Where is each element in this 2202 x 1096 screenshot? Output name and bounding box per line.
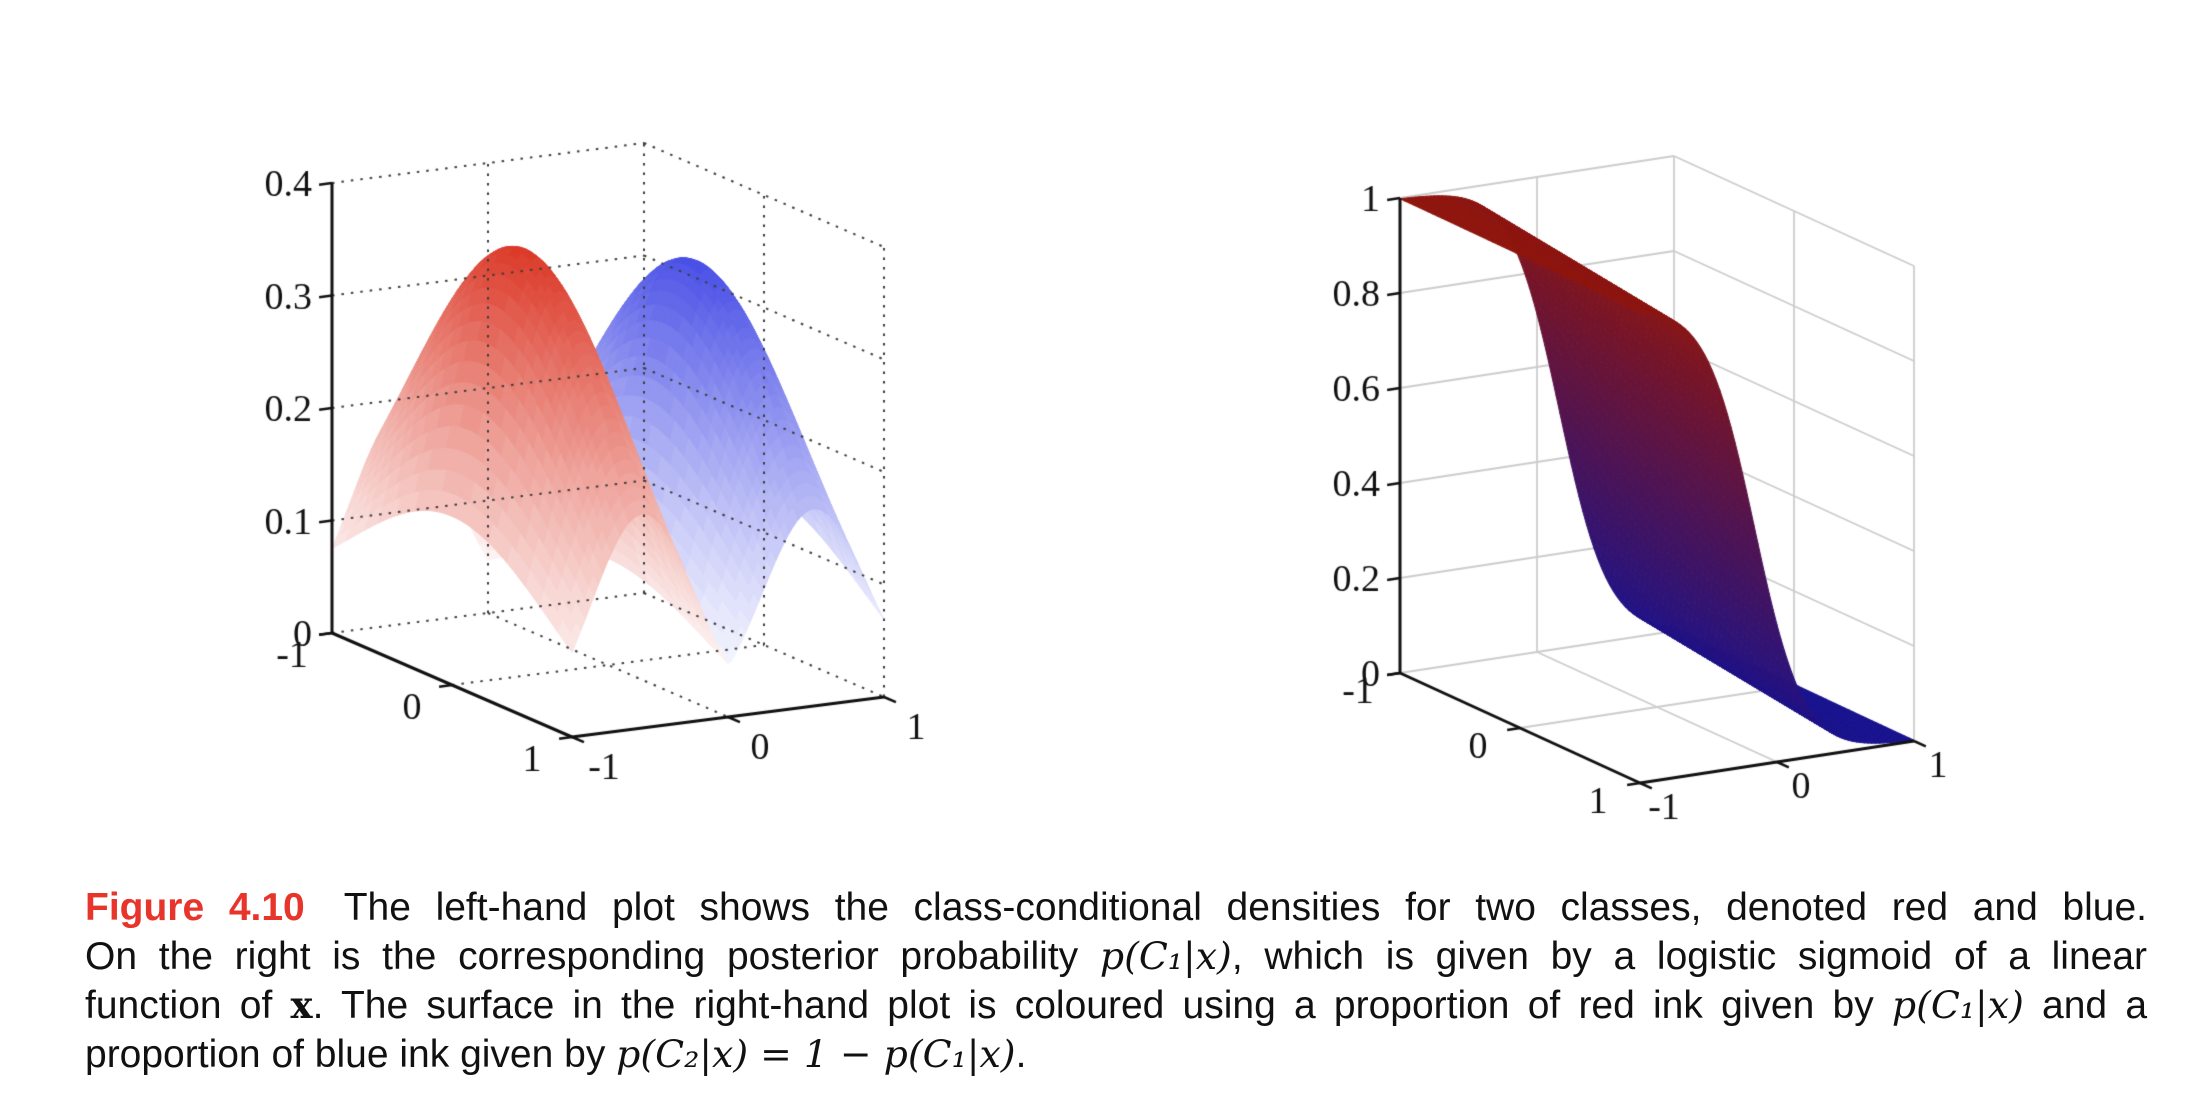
caption-segment: The left-hand plot shows the class-condi…: [343, 886, 2147, 929]
caption-line-1: Figure 4.10 The left-hand plot shows the …: [85, 884, 2147, 932]
caption-segment: , which is given by a logistic sigmoid o…: [1231, 935, 2147, 978]
caption-segment: .: [1015, 1033, 1027, 1076]
caption-line-2: On the right is the corresponding poster…: [85, 932, 2147, 981]
caption-segment: p(C₂|x) = 1 − p(C₁|x): [616, 1032, 1016, 1076]
caption-segment: function of: [85, 984, 291, 1027]
caption-segment: x: [290, 983, 313, 1027]
caption-segment: . The surface in the right-hand plot is …: [312, 984, 1892, 1027]
caption-segment: proportion of blue ink given by: [85, 1033, 617, 1076]
caption-segment: and a: [2023, 984, 2148, 1027]
caption-line-4: proportion of blue ink given by p(C₂|x) …: [85, 1030, 2147, 1079]
caption-segment: p(C₁|x): [1891, 983, 2024, 1027]
caption-line-3: function of x. The surface in the right-…: [85, 981, 2147, 1030]
figure-caption: Figure 4.10 The left-hand plot shows the …: [85, 884, 2147, 1079]
caption-segment: On the right is the corresponding poster…: [85, 935, 1100, 978]
caption-segment: p(C₁|x): [1099, 934, 1232, 978]
figure-label: Figure 4.10: [85, 886, 305, 929]
